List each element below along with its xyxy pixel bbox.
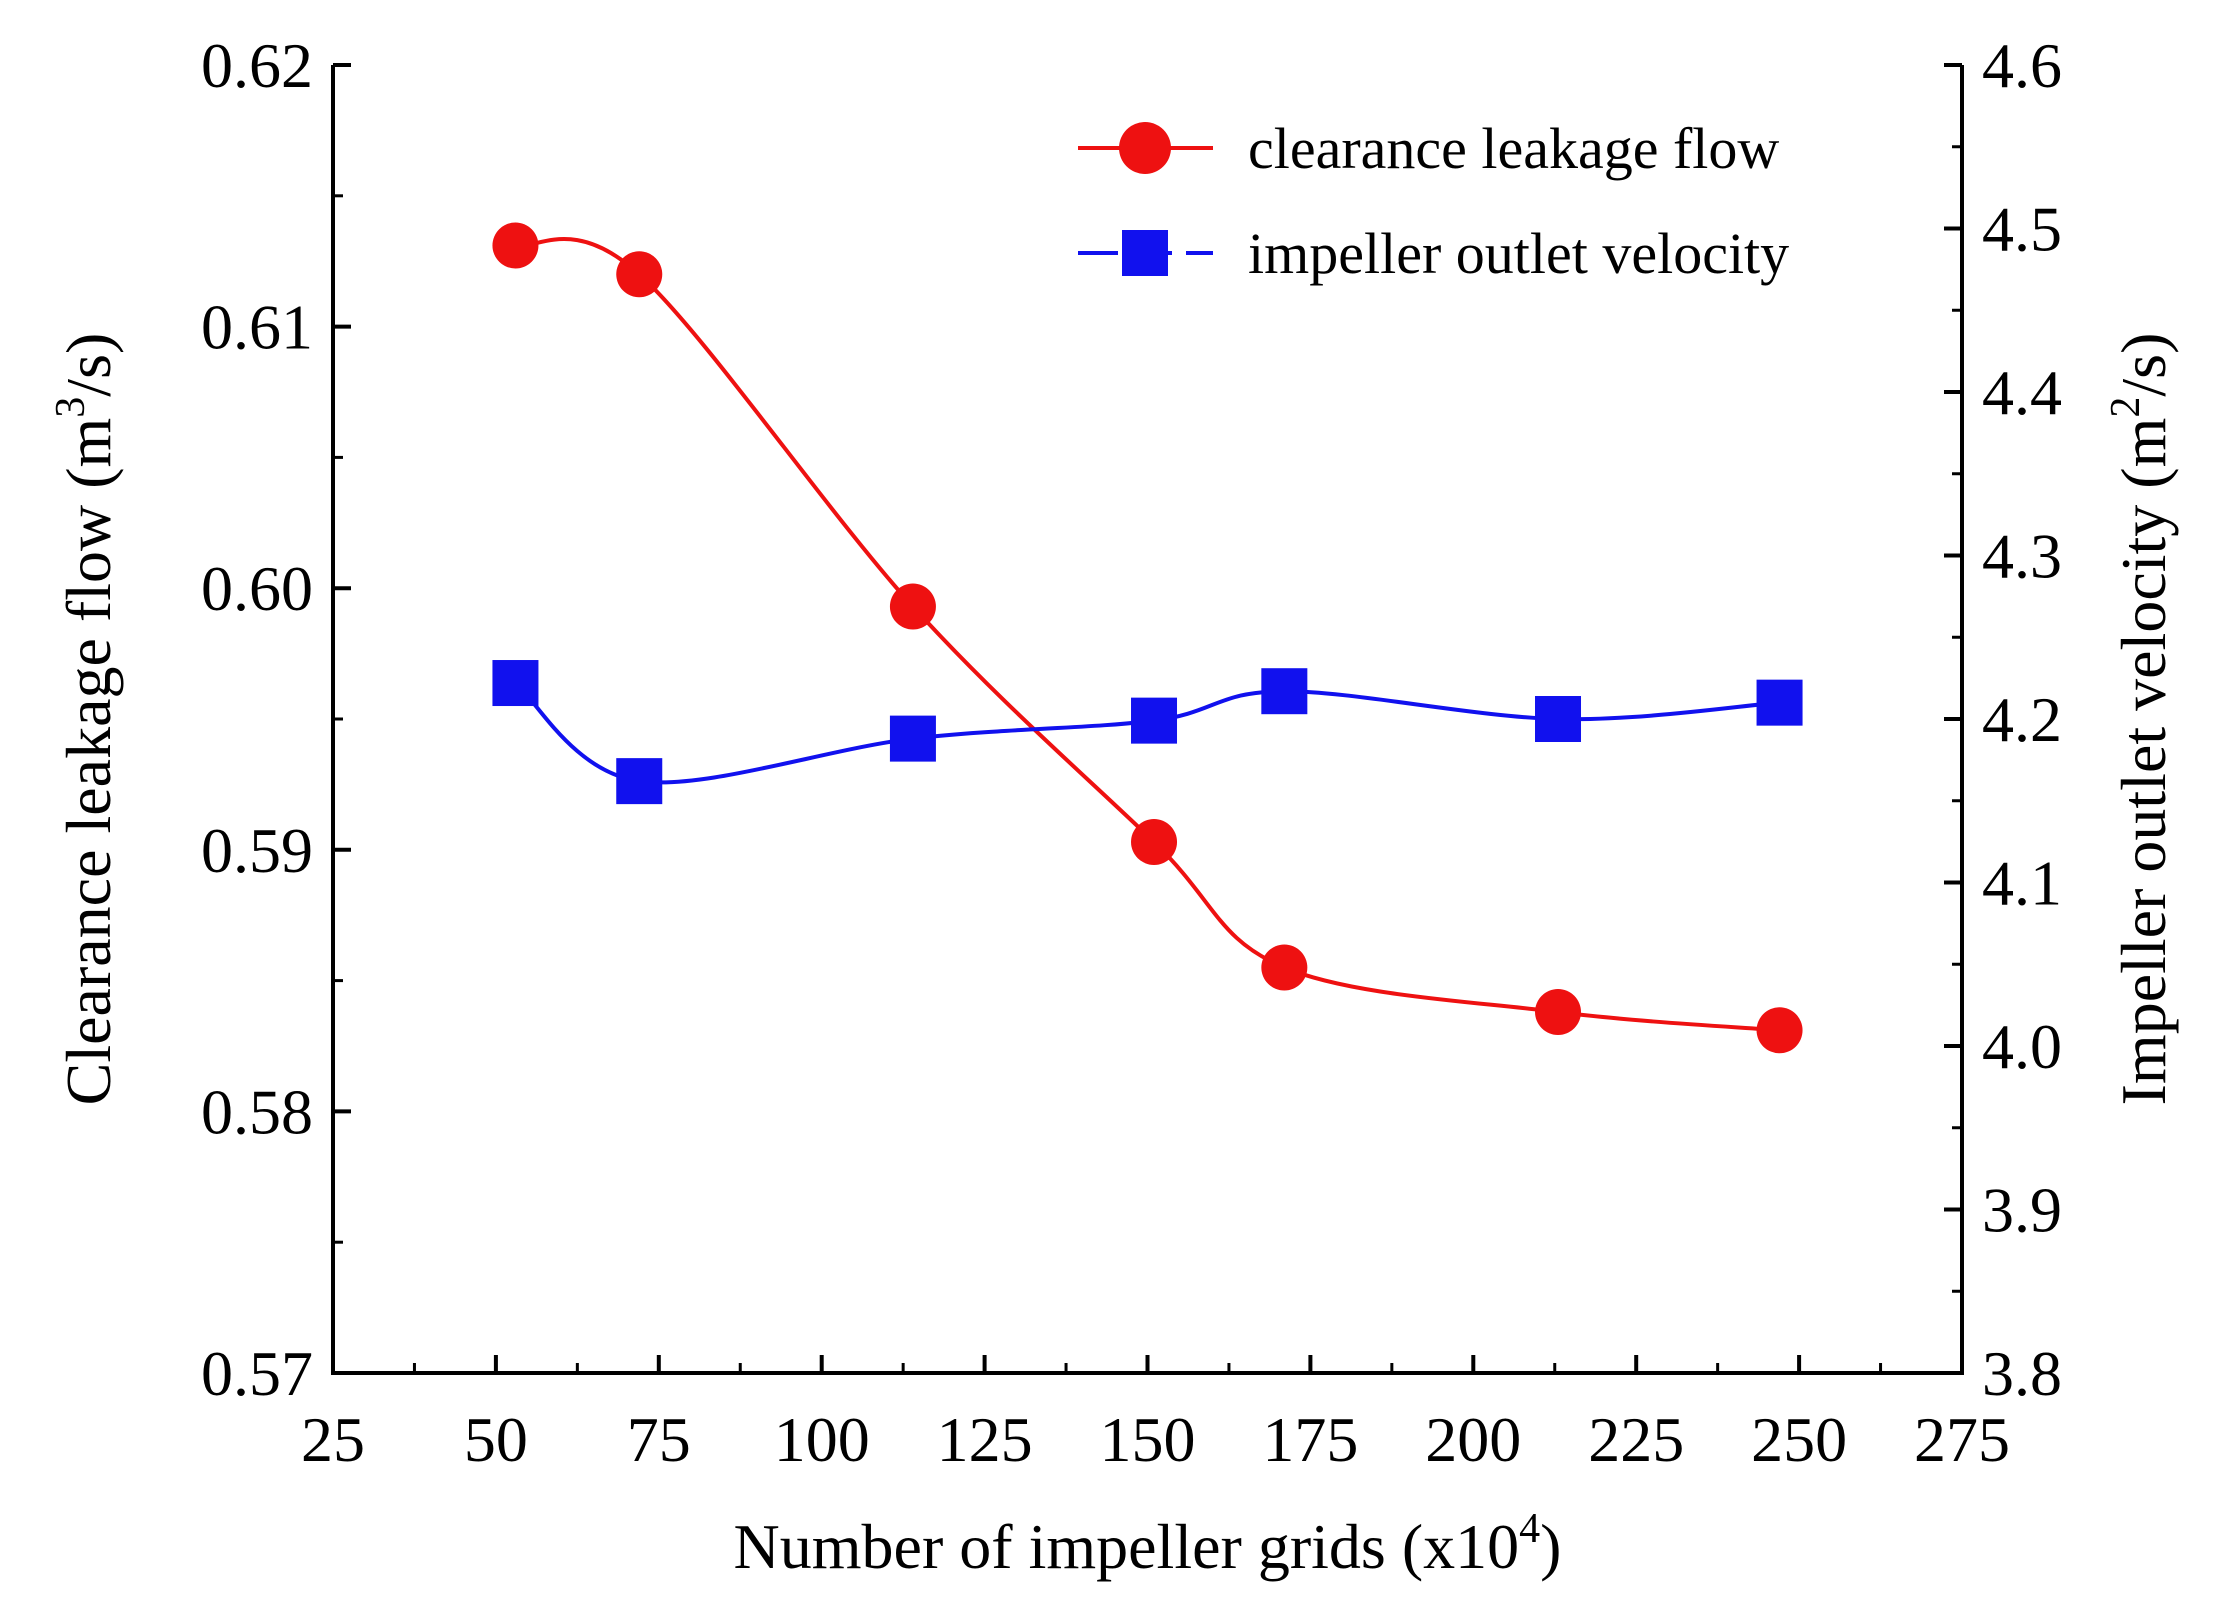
y-right-tick-label: 4.6 <box>1982 30 2062 101</box>
y-right-tick-label: 3.9 <box>1982 1175 2062 1246</box>
clearance-leakage-flow-point <box>889 583 936 630</box>
y-right-axis-title-sup: 2 <box>2103 397 2149 418</box>
y-right-tick-label: 4.0 <box>1982 1011 2062 1082</box>
clearance-leakage-flow-point <box>1535 988 1582 1035</box>
y-right-tick-label: 3.8 <box>1982 1338 2062 1409</box>
clearance-leakage-flow-point <box>1756 1007 1803 1054</box>
x-axis-title-main: Number of impeller grids (x10 <box>734 1511 1520 1582</box>
x-tick-label: 250 <box>1751 1404 1847 1475</box>
y-left-tick-label: 0.57 <box>201 1338 313 1409</box>
x-tick-label: 275 <box>1914 1404 2010 1475</box>
y-left-title-group: Clearance leakage flow (m3/s) <box>48 333 124 1106</box>
x-tick-label: 225 <box>1588 1404 1684 1475</box>
axes-group: 25 50 75 100 125 150 175 200 225 250 275 0.57 0.58 0.… <box>201 30 2062 1475</box>
y-left-tick-label: 0.59 <box>201 815 313 886</box>
x-tick-label: 175 <box>1262 1404 1358 1475</box>
legend: clearance leakage flow impeller outlet ve… <box>1078 116 1789 286</box>
impeller-outlet-velocity-point <box>616 758 663 805</box>
x-tick-label: 50 <box>464 1404 528 1475</box>
legend-clearance-leakage-flow-marker <box>1119 122 1171 174</box>
impeller-outlet-velocity-point <box>1131 697 1178 744</box>
y-right-tick-label: 4.4 <box>1982 357 2062 428</box>
legend-clearance-leakage-flow-label: clearance leakage flow <box>1248 116 1779 181</box>
y-right-tick-label: 4.2 <box>1982 684 2062 755</box>
x-tick-label: 125 <box>937 1404 1033 1475</box>
clearance-leakage-flow-point <box>492 222 539 269</box>
y-left-axis-title-sup: 3 <box>48 397 94 418</box>
y-left-axis-title-main: Clearance leakage flow (m <box>53 418 124 1106</box>
legend-impeller-outlet-velocity-label: impeller outlet velocity <box>1248 221 1789 286</box>
x-tick-label: 100 <box>774 1404 870 1475</box>
y-left-tick-label: 0.61 <box>201 292 313 363</box>
clearance-leakage-flow-point <box>1131 818 1178 865</box>
clearance-leakage-flow-point <box>616 251 663 298</box>
impeller-outlet-velocity-point <box>1756 679 1803 726</box>
y-right-tick-label: 4.5 <box>1982 194 2062 265</box>
impeller-outlet-velocity-point <box>1535 696 1582 742</box>
y-left-tick-label: 0.60 <box>201 553 313 624</box>
legend-impeller-outlet-velocity-marker <box>1122 230 1168 276</box>
x-tick-label: 150 <box>1100 1404 1196 1475</box>
x-tick-label: 25 <box>301 1404 365 1475</box>
x-axis-title-end: ) <box>1540 1511 1561 1582</box>
y-left-tick-label: 0.62 <box>201 30 313 101</box>
y-left-tick-label: 0.58 <box>201 1076 313 1147</box>
y-right-axis-title-main: Impeller outlet velocity (m <box>2108 418 2179 1106</box>
series-group <box>492 222 1803 1054</box>
impeller-outlet-velocity-point <box>1261 668 1308 715</box>
x-tick-label: 200 <box>1425 1404 1521 1475</box>
impeller-outlet-velocity-point <box>889 715 936 762</box>
y-right-axis-title-end: /s) <box>2108 333 2179 397</box>
y-left-axis-title: Clearance leakage flow (m3/s) <box>48 333 124 1106</box>
x-tick-label: 75 <box>627 1404 691 1475</box>
x-axis-title-sup: 4 <box>1519 1506 1540 1552</box>
y-right-axis-title: Impeller outlet velocity (m2/s) <box>2103 333 2179 1106</box>
clearance-leakage-flow-point <box>1261 944 1308 991</box>
y-right-tick-label: 4.1 <box>1982 848 2062 919</box>
y-right-title-group: Impeller outlet velocity (m2/s) <box>2103 333 2179 1106</box>
y-left-axis-title-end: /s) <box>53 333 124 397</box>
x-axis-title: Number of impeller grids (x104) <box>734 1506 1562 1582</box>
y-right-tick-label: 4.3 <box>1982 521 2062 592</box>
axis-titles: Number of impeller grids (x104) Clearance… <box>48 333 2179 1582</box>
impeller-outlet-velocity-point <box>492 660 539 707</box>
